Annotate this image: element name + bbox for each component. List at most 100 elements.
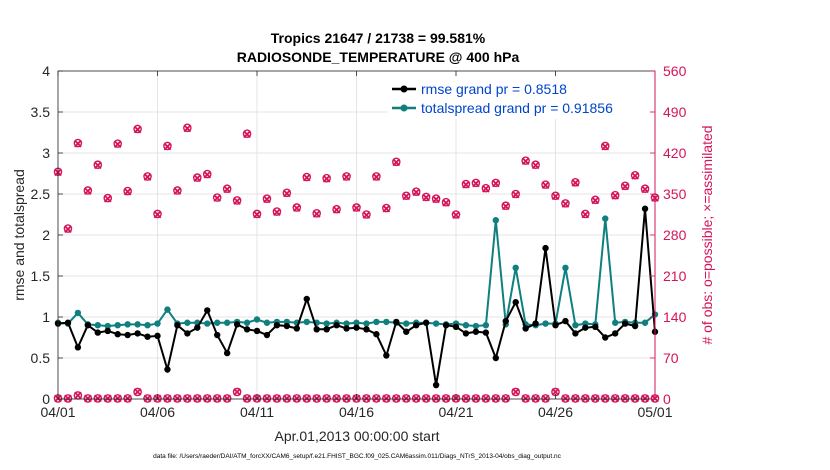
- obs-bottom-possible-marker: [282, 394, 292, 403]
- obs-possible-marker: [312, 209, 322, 218]
- y-right-tick-label: 490: [663, 104, 687, 120]
- obs-assimilated-marker: [531, 161, 540, 170]
- obs-bottom-assimilated-marker: [621, 394, 629, 403]
- obs-bottom-assimilated-marker: [462, 394, 470, 403]
- rmse-point: [602, 334, 609, 341]
- obs-assimilated-marker: [422, 193, 430, 202]
- y-left-tick-label: 3: [42, 145, 50, 161]
- x-tick-label: 04/06: [140, 404, 175, 420]
- obs-assimilated-marker: [501, 202, 510, 211]
- obs-possible-marker: [83, 186, 93, 195]
- x-tick-label: 04/01: [40, 404, 75, 420]
- obs-assimilated-marker: [571, 179, 580, 187]
- obs-assimilated-marker: [352, 204, 361, 212]
- rmse-point: [432, 381, 440, 389]
- obs-assimilated-marker: [561, 200, 570, 208]
- totalspread-point: [542, 320, 549, 327]
- obs-bottom-assimilated-marker: [173, 394, 182, 403]
- obs-possible-marker: [202, 169, 212, 179]
- totalspread-point: [612, 319, 619, 326]
- obs-bottom-possible-marker: [322, 394, 331, 403]
- chart-title-line2: RADIOSONDE_TEMPERATURE @ 400 hPa: [237, 49, 520, 65]
- obs-possible-marker: [581, 209, 590, 219]
- totalspread-point: [403, 320, 410, 327]
- legend-spread-marker: [400, 104, 408, 112]
- rmse-point: [194, 324, 201, 331]
- obs-bottom-assimilated-marker: [113, 394, 122, 403]
- rmse-point: [154, 332, 161, 340]
- obs-bottom-possible-marker: [531, 394, 540, 403]
- totalspread-point: [383, 318, 390, 326]
- obs-possible-marker: [391, 157, 401, 167]
- obs-bottom-assimilated-marker: [302, 394, 311, 403]
- obs-possible-marker: [610, 190, 620, 200]
- obs-assimilated-marker: [163, 142, 172, 151]
- legend-rmse-label: rmse grand pr = 0.8518: [421, 81, 567, 97]
- obs-assimilated-marker: [312, 210, 321, 218]
- obs-bottom-assimilated-marker: [631, 394, 639, 403]
- rmse-point: [174, 322, 181, 329]
- obs-possible-marker: [561, 199, 570, 208]
- chart-title-line1: Tropics 21647 / 21738 = 99.581%: [271, 30, 486, 46]
- rmse-point: [502, 317, 509, 325]
- obs-assimilated-marker: [153, 210, 162, 219]
- y-axis-left: 0 0.5 1 1.5 2 2.5 3 3.5 4: [31, 63, 63, 407]
- rmse-point: [114, 331, 121, 338]
- obs-assimilated-marker: [611, 191, 620, 200]
- series-layer: [54, 205, 659, 389]
- obs-possible-marker: [113, 139, 122, 148]
- obs-bottom-possible-marker: [501, 394, 511, 403]
- obs-bottom-assimilated-marker: [233, 388, 241, 396]
- obs-assimilated-marker: [442, 198, 450, 207]
- obs-bottom-possible-marker: [302, 394, 312, 403]
- obs-possible-marker: [262, 194, 272, 203]
- obs-assimilated-marker: [84, 187, 92, 195]
- totalspread-point: [363, 320, 370, 327]
- obs-bottom-assimilated-marker: [283, 394, 291, 403]
- obs-possible-marker: [431, 194, 441, 203]
- obs-possible-marker: [411, 187, 421, 196]
- obs-bottom-possible-marker: [113, 394, 122, 403]
- obs-bottom-possible-marker: [511, 387, 521, 397]
- rmse-point: [592, 323, 599, 331]
- y-right-tick-label: 350: [663, 186, 687, 202]
- obs-bottom-assimilated-marker: [591, 394, 600, 403]
- totalspread-point: [303, 318, 310, 326]
- obs-assimilated-marker: [74, 139, 82, 148]
- obs-bottom-assimilated-marker: [312, 394, 321, 403]
- obs-possible-marker: [421, 192, 431, 202]
- rmse-point: [303, 295, 310, 303]
- obs-possible-marker: [382, 203, 391, 213]
- obs-bottom-possible-marker: [491, 394, 501, 403]
- rmse-point: [462, 330, 470, 337]
- obs-assimilated-marker: [273, 208, 281, 216]
- obs-assimilated-marker: [143, 173, 152, 181]
- y-right-tick-label: 280: [663, 227, 687, 243]
- totalspread-point: [214, 319, 221, 326]
- y-axis-right-label: # of obs: o=possible; ×=assimilated: [699, 125, 715, 344]
- obs-bottom-assimilated-marker: [243, 394, 251, 403]
- obs-possible-marker: [501, 201, 511, 211]
- rmse-point: [64, 319, 72, 326]
- obs-possible-marker: [461, 179, 471, 189]
- obs-bottom-assimilated-marker: [551, 388, 560, 396]
- obs-bottom-possible-marker: [312, 394, 322, 403]
- obs-possible-marker: [401, 191, 411, 201]
- totalspread-point: [353, 319, 360, 326]
- obs-possible-marker: [640, 184, 650, 194]
- rmse-point: [144, 333, 151, 340]
- y-right-tick-label: 0: [663, 391, 671, 407]
- obs-bottom-assimilated-marker: [362, 394, 371, 403]
- rmse-point: [482, 329, 490, 336]
- totalspread-point: [74, 309, 82, 317]
- obs-possible-marker: [362, 210, 371, 219]
- obs-assimilated-marker: [581, 210, 590, 219]
- obs-bottom-assimilated-marker: [432, 394, 440, 403]
- obs-bottom-assimilated-marker: [322, 394, 331, 403]
- obs-possible-marker: [282, 188, 292, 198]
- obs-bottom-assimilated-marker: [213, 394, 222, 403]
- obs-assimilated-marker: [123, 187, 132, 196]
- obs-bottom-assimilated-marker: [273, 394, 281, 403]
- totalspread-point: [164, 306, 171, 313]
- obs-bottom-assimilated-marker: [472, 394, 480, 403]
